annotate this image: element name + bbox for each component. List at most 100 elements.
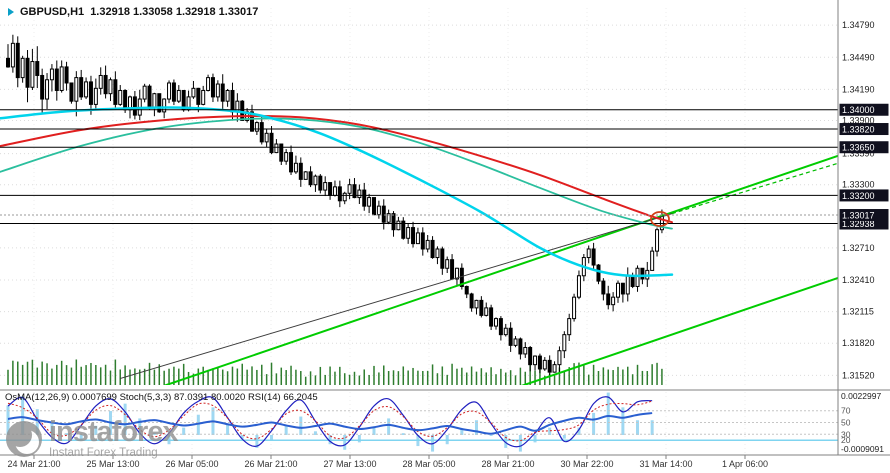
candle-body (454, 267, 459, 280)
volume-bar (192, 373, 195, 385)
price-tick-label: 1.32410 (842, 275, 875, 285)
volume-bar (436, 373, 439, 385)
price-level-label: 1.32938 (842, 219, 875, 229)
volume-bar (217, 367, 219, 385)
osma-bar (592, 412, 596, 435)
osma-bar (504, 435, 508, 448)
volume-bar (80, 366, 82, 385)
volume-bar (505, 372, 507, 385)
volume-bar (514, 375, 517, 385)
volume-bar (646, 371, 649, 385)
candle-body (123, 89, 128, 111)
price-level-box (839, 209, 889, 222)
candle-body (64, 66, 69, 84)
volume-bar (548, 373, 551, 385)
osma-bar (21, 396, 25, 435)
osma-bar (196, 414, 200, 435)
candle-body (79, 77, 84, 98)
volume-bar (46, 363, 48, 385)
candle-body (250, 111, 254, 132)
volume-bar (104, 364, 107, 385)
candle-body (537, 355, 542, 370)
candle-body (528, 347, 533, 366)
candle-body (332, 186, 337, 196)
ma-cyan (0, 106, 674, 278)
volume-bar (148, 362, 151, 385)
volume-bar (622, 369, 624, 385)
osma-bar (138, 418, 142, 435)
candle-body (49, 68, 54, 81)
volume-bar (636, 364, 639, 385)
candle-body (167, 82, 172, 100)
candle-body (381, 205, 386, 223)
candle-body (469, 293, 474, 309)
candle-body (206, 77, 211, 91)
volume-bar (387, 371, 390, 385)
osma-bar (387, 418, 391, 435)
volume-bar (226, 371, 229, 385)
volume-bar (607, 369, 609, 385)
price-tick-label: 1.31820 (842, 338, 875, 348)
osma-bar (621, 407, 625, 435)
price-level-label: 1.33650 (842, 143, 875, 153)
time-tick-label: 26 Mar 21:00 (244, 459, 297, 469)
volume-bar (207, 369, 209, 385)
candle-body (430, 239, 435, 259)
volume-bar (378, 372, 380, 385)
volume-bar (187, 371, 190, 385)
stoch-signal-line (7, 400, 653, 442)
volume-bar (65, 365, 68, 385)
volume-bar (261, 364, 263, 385)
candle-body (298, 162, 303, 180)
candle-body (108, 79, 113, 95)
osma-bar (65, 433, 69, 435)
osma-bar (50, 422, 54, 435)
time-axis[interactable]: 24 Mar 21:00 25 Mar 13:00 26 Mar 05:00 26 M… (7, 455, 768, 469)
candle-body (40, 74, 45, 100)
candle-body (611, 296, 616, 306)
price-tick-label: 1.31520 (842, 370, 875, 380)
volume-bar (256, 369, 258, 385)
candle-body (113, 79, 118, 105)
price-axis[interactable]: 1.34790 1.34490 1.34190 1.33900 1.33590 1.333… (839, 20, 889, 380)
volume-bar (334, 371, 336, 385)
time-tick-label: 25 Mar 13:00 (86, 459, 139, 469)
volume-bar (182, 363, 185, 385)
volume-bar (168, 368, 170, 385)
volume-bar (17, 361, 19, 385)
volume-bar (392, 370, 395, 385)
volume-bar (431, 364, 434, 385)
candle-body (318, 175, 323, 191)
volume-bar (417, 370, 419, 385)
price-tick-label: 1.34190 (842, 84, 875, 94)
price-level-box (839, 123, 889, 136)
candle-body (474, 299, 479, 309)
volume-bar (617, 366, 619, 385)
candle-body (152, 93, 157, 109)
candle-body (25, 57, 30, 88)
volume-bar (295, 369, 297, 385)
volume-bar (475, 371, 478, 385)
candle-body (54, 68, 59, 91)
candle-body (357, 189, 362, 199)
candle-body (450, 259, 455, 280)
osma-bar (650, 420, 654, 435)
volume-bar (558, 367, 561, 385)
candle-body (225, 89, 230, 102)
candle-body (352, 184, 357, 199)
candle-body (386, 213, 391, 223)
candle-body (391, 213, 396, 231)
channel-lower (521, 276, 838, 385)
osma-bar (226, 423, 230, 435)
candle-body (411, 227, 416, 245)
volume-bar (221, 369, 224, 385)
candle-body (35, 61, 40, 76)
candle-body (508, 327, 513, 346)
ohlc-values-label: 1.32918 1.33058 1.32918 1.33017 (90, 6, 259, 18)
volume-bar (129, 369, 131, 385)
candle-body (625, 275, 630, 295)
time-tick-label: 1 Apr 06:00 (722, 459, 768, 469)
